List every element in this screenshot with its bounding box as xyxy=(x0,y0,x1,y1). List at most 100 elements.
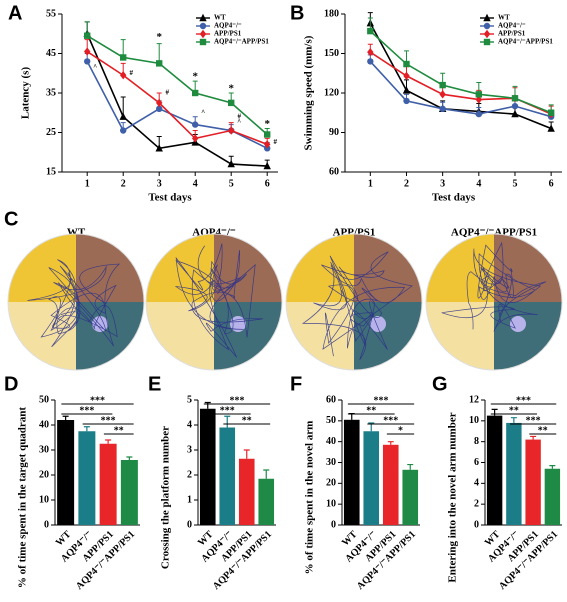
point xyxy=(192,134,199,143)
legend-marker xyxy=(199,22,207,30)
panel-letter: D xyxy=(4,373,18,395)
swim-path xyxy=(301,251,413,361)
error-bar xyxy=(105,439,112,444)
legend-marker xyxy=(199,29,207,39)
series-line xyxy=(86,35,268,136)
point xyxy=(403,60,410,68)
point xyxy=(475,91,483,98)
x-axis-label: Test days xyxy=(148,192,192,204)
maze-quadrant xyxy=(426,234,494,302)
point xyxy=(84,32,91,39)
point xyxy=(228,99,235,107)
bar xyxy=(57,420,75,525)
y-tick-label: 90 xyxy=(329,127,339,138)
point xyxy=(120,54,127,61)
annotation: ^ xyxy=(237,118,241,126)
point xyxy=(439,81,446,89)
annotation: # xyxy=(273,138,277,146)
maze-quadrant xyxy=(286,302,354,370)
series-line xyxy=(86,50,268,146)
error-bar xyxy=(510,417,517,423)
x-tick-label: 5 xyxy=(229,178,234,189)
maze-quadrant xyxy=(286,234,354,302)
swim-path xyxy=(174,243,264,358)
legend-label: AQP4⁻/⁻ xyxy=(214,22,242,30)
point xyxy=(402,86,411,94)
legend-label: AQP4⁻/⁻APP/PS1 xyxy=(214,38,269,46)
y-tick-label: 120 xyxy=(324,87,339,98)
annotation: * xyxy=(192,71,198,83)
significance-label: *** xyxy=(101,415,116,426)
maze-border xyxy=(285,233,423,371)
point xyxy=(119,112,127,120)
y-tick-label: 3 xyxy=(187,444,192,455)
point xyxy=(367,47,374,57)
point xyxy=(156,105,163,113)
significance-label: * xyxy=(398,425,403,436)
y-tick-label: 6 xyxy=(474,457,479,468)
error-bar xyxy=(224,415,231,428)
error-bar xyxy=(530,435,537,440)
bar xyxy=(525,439,541,525)
legend-marker xyxy=(199,13,207,22)
legend-label: APP/PS1 xyxy=(498,30,526,38)
point xyxy=(155,144,163,152)
annotation: # xyxy=(129,69,133,77)
point xyxy=(367,27,374,35)
x-tick-label: 1 xyxy=(85,178,90,189)
error-bar xyxy=(407,463,414,470)
bar xyxy=(402,469,419,525)
point xyxy=(84,47,91,56)
maze-quadrant xyxy=(214,234,282,302)
bar xyxy=(199,408,216,525)
legend-label: WT xyxy=(214,14,226,22)
point xyxy=(511,102,519,110)
point xyxy=(264,140,271,149)
maze-quadrant xyxy=(354,234,422,302)
point xyxy=(367,58,374,65)
y-tick-label: 150 xyxy=(324,48,339,59)
series-line xyxy=(369,30,552,114)
maze-border xyxy=(425,233,563,371)
maze-title: AQP4⁻/⁻APP/PS1 xyxy=(451,227,537,239)
y-tick-label: 50 xyxy=(39,394,49,405)
swim-path xyxy=(27,259,121,348)
y-axis-label: Crossing the platform number xyxy=(160,426,172,569)
x-tick-label: 4 xyxy=(193,178,198,189)
x-tick-label: 2 xyxy=(404,178,409,189)
bar xyxy=(486,415,503,525)
point xyxy=(511,109,519,118)
annotation: # xyxy=(165,89,169,97)
error-bar xyxy=(62,415,69,420)
bar xyxy=(99,443,117,525)
point xyxy=(475,110,483,118)
legend-marker xyxy=(483,29,491,39)
panel-letter: B xyxy=(290,2,304,24)
point xyxy=(547,109,555,116)
legend-label: AQP4⁻/⁻APP/PS1 xyxy=(498,38,553,46)
panel-letter: A xyxy=(8,2,22,24)
y-tick-label: 0 xyxy=(187,519,192,530)
bar xyxy=(363,431,380,525)
platform xyxy=(370,316,386,332)
annotation: # xyxy=(237,112,241,120)
y-tick-label: 0 xyxy=(474,519,479,530)
point xyxy=(403,97,410,105)
x-tick-label: 3 xyxy=(157,178,162,189)
bar xyxy=(544,468,561,525)
significance-label: ** xyxy=(366,405,376,416)
y-tick-label: 45 xyxy=(46,48,56,59)
y-tick-label: 40 xyxy=(326,436,336,447)
y-tick-label: 5 xyxy=(187,394,192,405)
y-tick-label: 10 xyxy=(39,494,49,505)
y-axis-label: Entering into the novel arm number xyxy=(447,412,459,582)
point xyxy=(403,71,410,81)
maze-border xyxy=(7,233,145,371)
annotation: ^ xyxy=(93,63,97,71)
point xyxy=(84,58,91,65)
point xyxy=(192,89,199,97)
significance-label: *** xyxy=(526,415,541,426)
panel-letter: E xyxy=(148,373,161,395)
y-tick-label: 30 xyxy=(39,444,49,455)
maze-quadrant xyxy=(8,234,76,302)
